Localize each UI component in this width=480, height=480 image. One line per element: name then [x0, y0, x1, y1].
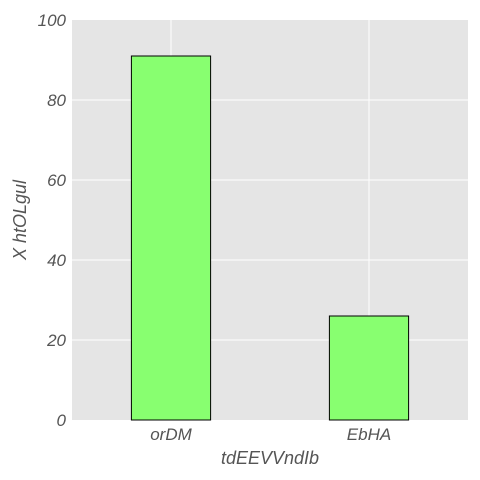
x-tick-label: orDM — [150, 425, 192, 444]
y-tick-label: 100 — [38, 11, 67, 30]
y-tick-labels: 0 20 40 60 80 100 — [38, 11, 67, 430]
x-tick-labels: orDM EbHA — [150, 425, 391, 444]
x-tick-label: EbHA — [347, 425, 391, 444]
y-tick-label: 0 — [57, 411, 67, 430]
x-axis-label: tdEEVVndIb — [221, 448, 319, 468]
bar-orDM — [130, 55, 212, 421]
y-tick-label: 60 — [47, 171, 66, 190]
bars — [130, 55, 410, 421]
bar-EbHA — [328, 315, 410, 421]
y-tick-label: 80 — [47, 91, 66, 110]
y-tick-label: 20 — [46, 331, 66, 350]
y-tick-label: 40 — [47, 251, 66, 270]
y-axis-label: X htOLgul — [10, 179, 30, 261]
